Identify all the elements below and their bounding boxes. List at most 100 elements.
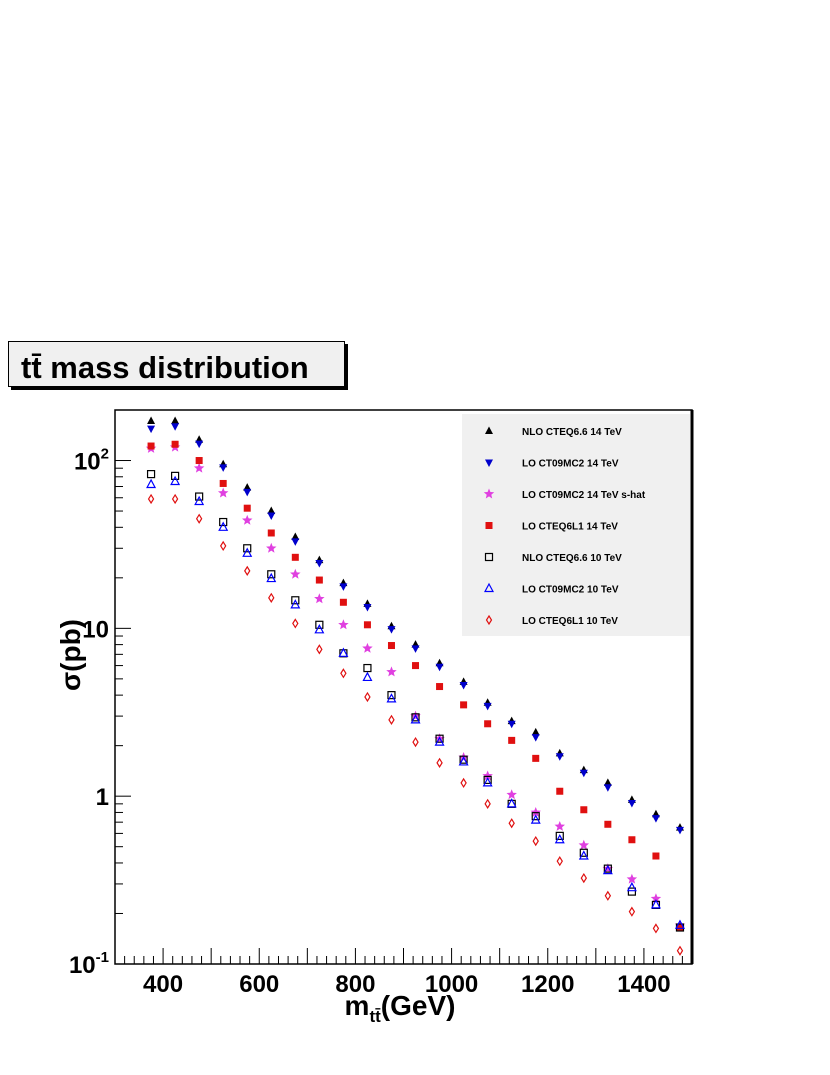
data-point: [267, 512, 276, 521]
page-title: tt̄ mass distribution: [21, 350, 309, 385]
data-point: [193, 462, 205, 473]
data-point: [532, 835, 539, 847]
data-point: [651, 815, 660, 823]
data-point: [147, 493, 155, 505]
data-point: [626, 881, 637, 892]
data-point: [676, 945, 684, 956]
data-point: [676, 924, 684, 932]
data-point: [650, 893, 662, 904]
data-point: [579, 769, 588, 778]
data-point: [290, 599, 301, 609]
data-point: [555, 753, 564, 761]
legend-marker: [485, 522, 493, 529]
data-point: [628, 906, 636, 917]
data-point: [530, 814, 541, 824]
data-point: [194, 495, 205, 506]
data-point: [482, 770, 493, 781]
data-point: [627, 800, 636, 808]
data-point: [604, 820, 612, 828]
data-point: [652, 852, 660, 860]
data-point: [364, 691, 371, 703]
data-point: [411, 645, 420, 653]
legend-marker: [485, 459, 493, 467]
data-point: [243, 544, 252, 553]
data-point: [387, 642, 395, 650]
data-point: [507, 720, 516, 729]
data-point: [338, 647, 349, 657]
data-point: [531, 734, 540, 742]
data-point: [363, 663, 372, 673]
data-point: [436, 683, 444, 691]
data-point: [484, 720, 492, 728]
legend-box: [462, 414, 690, 636]
data-point: [243, 483, 252, 491]
data-point: [316, 644, 323, 655]
data-point: [603, 784, 612, 792]
legend: NLO CTEQ6.6 14 TeV LO CT09MC2 14 TeV LO CT…: [462, 414, 690, 636]
data-point: [387, 691, 396, 700]
data-point: [436, 757, 443, 768]
data-point: [219, 540, 227, 552]
data-point: [363, 604, 372, 612]
data-point: [578, 839, 590, 850]
data-point: [434, 736, 445, 746]
x-tick-label: 1200: [521, 971, 574, 998]
data-point: [314, 593, 325, 604]
data-point: [171, 440, 179, 448]
x-tick-label: 1000: [425, 971, 478, 998]
y-tick-label: 10: [82, 616, 109, 643]
data-point: [291, 553, 299, 561]
y-tick-label: 1: [96, 784, 109, 811]
legend-label: LO CT09MC2 10 TeV: [522, 585, 619, 596]
data-point: [339, 583, 348, 591]
data-point: [171, 416, 180, 424]
data-point: [532, 754, 540, 762]
axis-titles: mtt̄(GeV) σ(pb): [55, 619, 455, 1026]
data-point: [266, 572, 277, 583]
axis-ticks: [114, 409, 693, 965]
data-point: [217, 487, 229, 498]
data-point: [243, 504, 251, 512]
data-point: [602, 863, 614, 874]
data-point: [147, 416, 156, 424]
data-point: [386, 693, 397, 703]
legend-marker: [483, 488, 495, 499]
x-tick-label: 600: [239, 971, 279, 998]
legend-marker: [484, 582, 494, 593]
data-point: [531, 727, 540, 736]
data-point: [626, 873, 638, 884]
data-point: [604, 890, 612, 901]
data-point: [292, 618, 299, 629]
data-point: [195, 492, 204, 501]
data-point: [339, 598, 347, 606]
data-point: [268, 592, 275, 603]
x-tick-label: 400: [143, 971, 183, 998]
data-point: [195, 457, 203, 465]
data-point: [603, 778, 612, 786]
data-point: [506, 789, 517, 800]
data-point: [580, 872, 588, 884]
data-series: [147, 423, 684, 835]
data-point: [219, 517, 228, 527]
data-point: [506, 798, 517, 808]
data-point: [459, 681, 468, 690]
data-point: [171, 471, 180, 480]
legend-label: NLO CTEQ6.6 14 TeV: [522, 427, 622, 438]
legend-label: NLO CTEQ6.6 10 TeV: [522, 553, 622, 564]
data-point: [147, 425, 156, 434]
legend-label: LO CTEQ6L1 10 TeV: [522, 616, 618, 627]
data-point: [170, 475, 181, 486]
x-axis-title: mtt̄(GeV): [345, 990, 456, 1026]
data-point: [530, 806, 541, 817]
data-point: [314, 624, 325, 634]
x-tick-label: 800: [335, 971, 375, 998]
data-point: [460, 777, 467, 789]
data-point: [315, 576, 323, 584]
data-point: [508, 818, 515, 829]
data-point: [315, 560, 324, 568]
data-point: [579, 848, 588, 857]
data-point: [386, 666, 397, 677]
data-point: [435, 734, 444, 743]
data-point: [412, 736, 419, 748]
